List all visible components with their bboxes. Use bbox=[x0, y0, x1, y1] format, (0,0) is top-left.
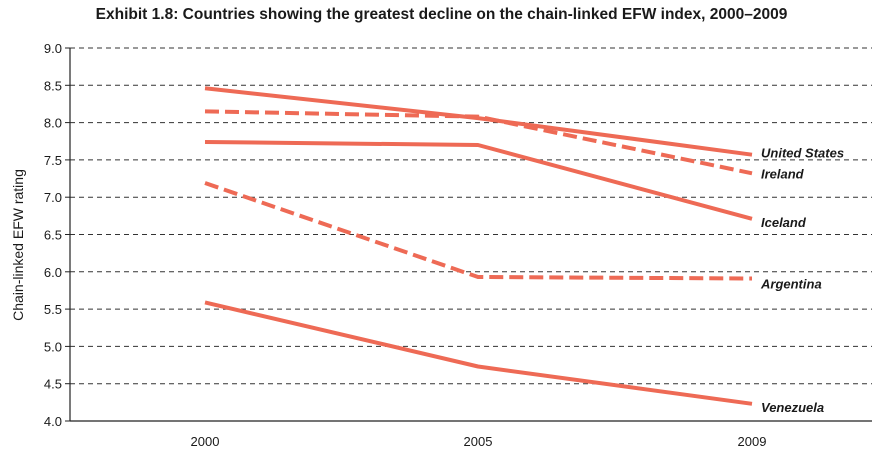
series-line-venezuela bbox=[204, 300, 753, 406]
axes bbox=[69, 48, 872, 422]
series-line-iceland bbox=[204, 140, 753, 221]
x-tick-label: 2009 bbox=[738, 434, 767, 449]
series-label: Ireland bbox=[761, 166, 805, 181]
x-tick-labels: 2000 2005 2009 bbox=[191, 434, 767, 449]
series-label: Venezuela bbox=[761, 400, 824, 415]
y-axis-label: Chain-linked EFW rating bbox=[10, 169, 26, 321]
y-tick-label: 8.0 bbox=[44, 116, 62, 131]
series-labels: United States Ireland Iceland Argentina Vene… bbox=[760, 146, 844, 415]
y-tick-label: 7.0 bbox=[44, 190, 62, 205]
y-tick-label: 5.0 bbox=[44, 339, 62, 354]
y-tick-label: 6.0 bbox=[44, 265, 62, 280]
y-tick-label: 8.5 bbox=[44, 78, 62, 93]
y-tick-label: 4.5 bbox=[44, 377, 62, 392]
y-tick-label: 9.0 bbox=[44, 41, 62, 56]
y-tick-label: 6.5 bbox=[44, 228, 62, 243]
y-tick-label: 4.0 bbox=[44, 414, 62, 429]
series-line-argentina bbox=[204, 181, 753, 281]
x-tick-label: 2005 bbox=[464, 434, 493, 449]
x-tick-label: 2000 bbox=[191, 434, 220, 449]
y-tick-label: 5.5 bbox=[44, 302, 62, 317]
series-label: Iceland bbox=[761, 215, 807, 230]
series-lines bbox=[204, 86, 753, 406]
gridlines bbox=[65, 47, 872, 422]
series-label: United States bbox=[761, 146, 844, 161]
y-tick-label: 7.5 bbox=[44, 153, 62, 168]
y-tick-labels: 4.0 4.5 5.0 5.5 6.0 6.5 7.0 7.5 8.0 8.5 9.0 bbox=[44, 41, 62, 429]
series-line-ireland bbox=[204, 109, 753, 176]
series-label: Argentina bbox=[760, 277, 822, 292]
chart-title: Exhibit 1.8: Countries showing the great… bbox=[95, 6, 788, 23]
